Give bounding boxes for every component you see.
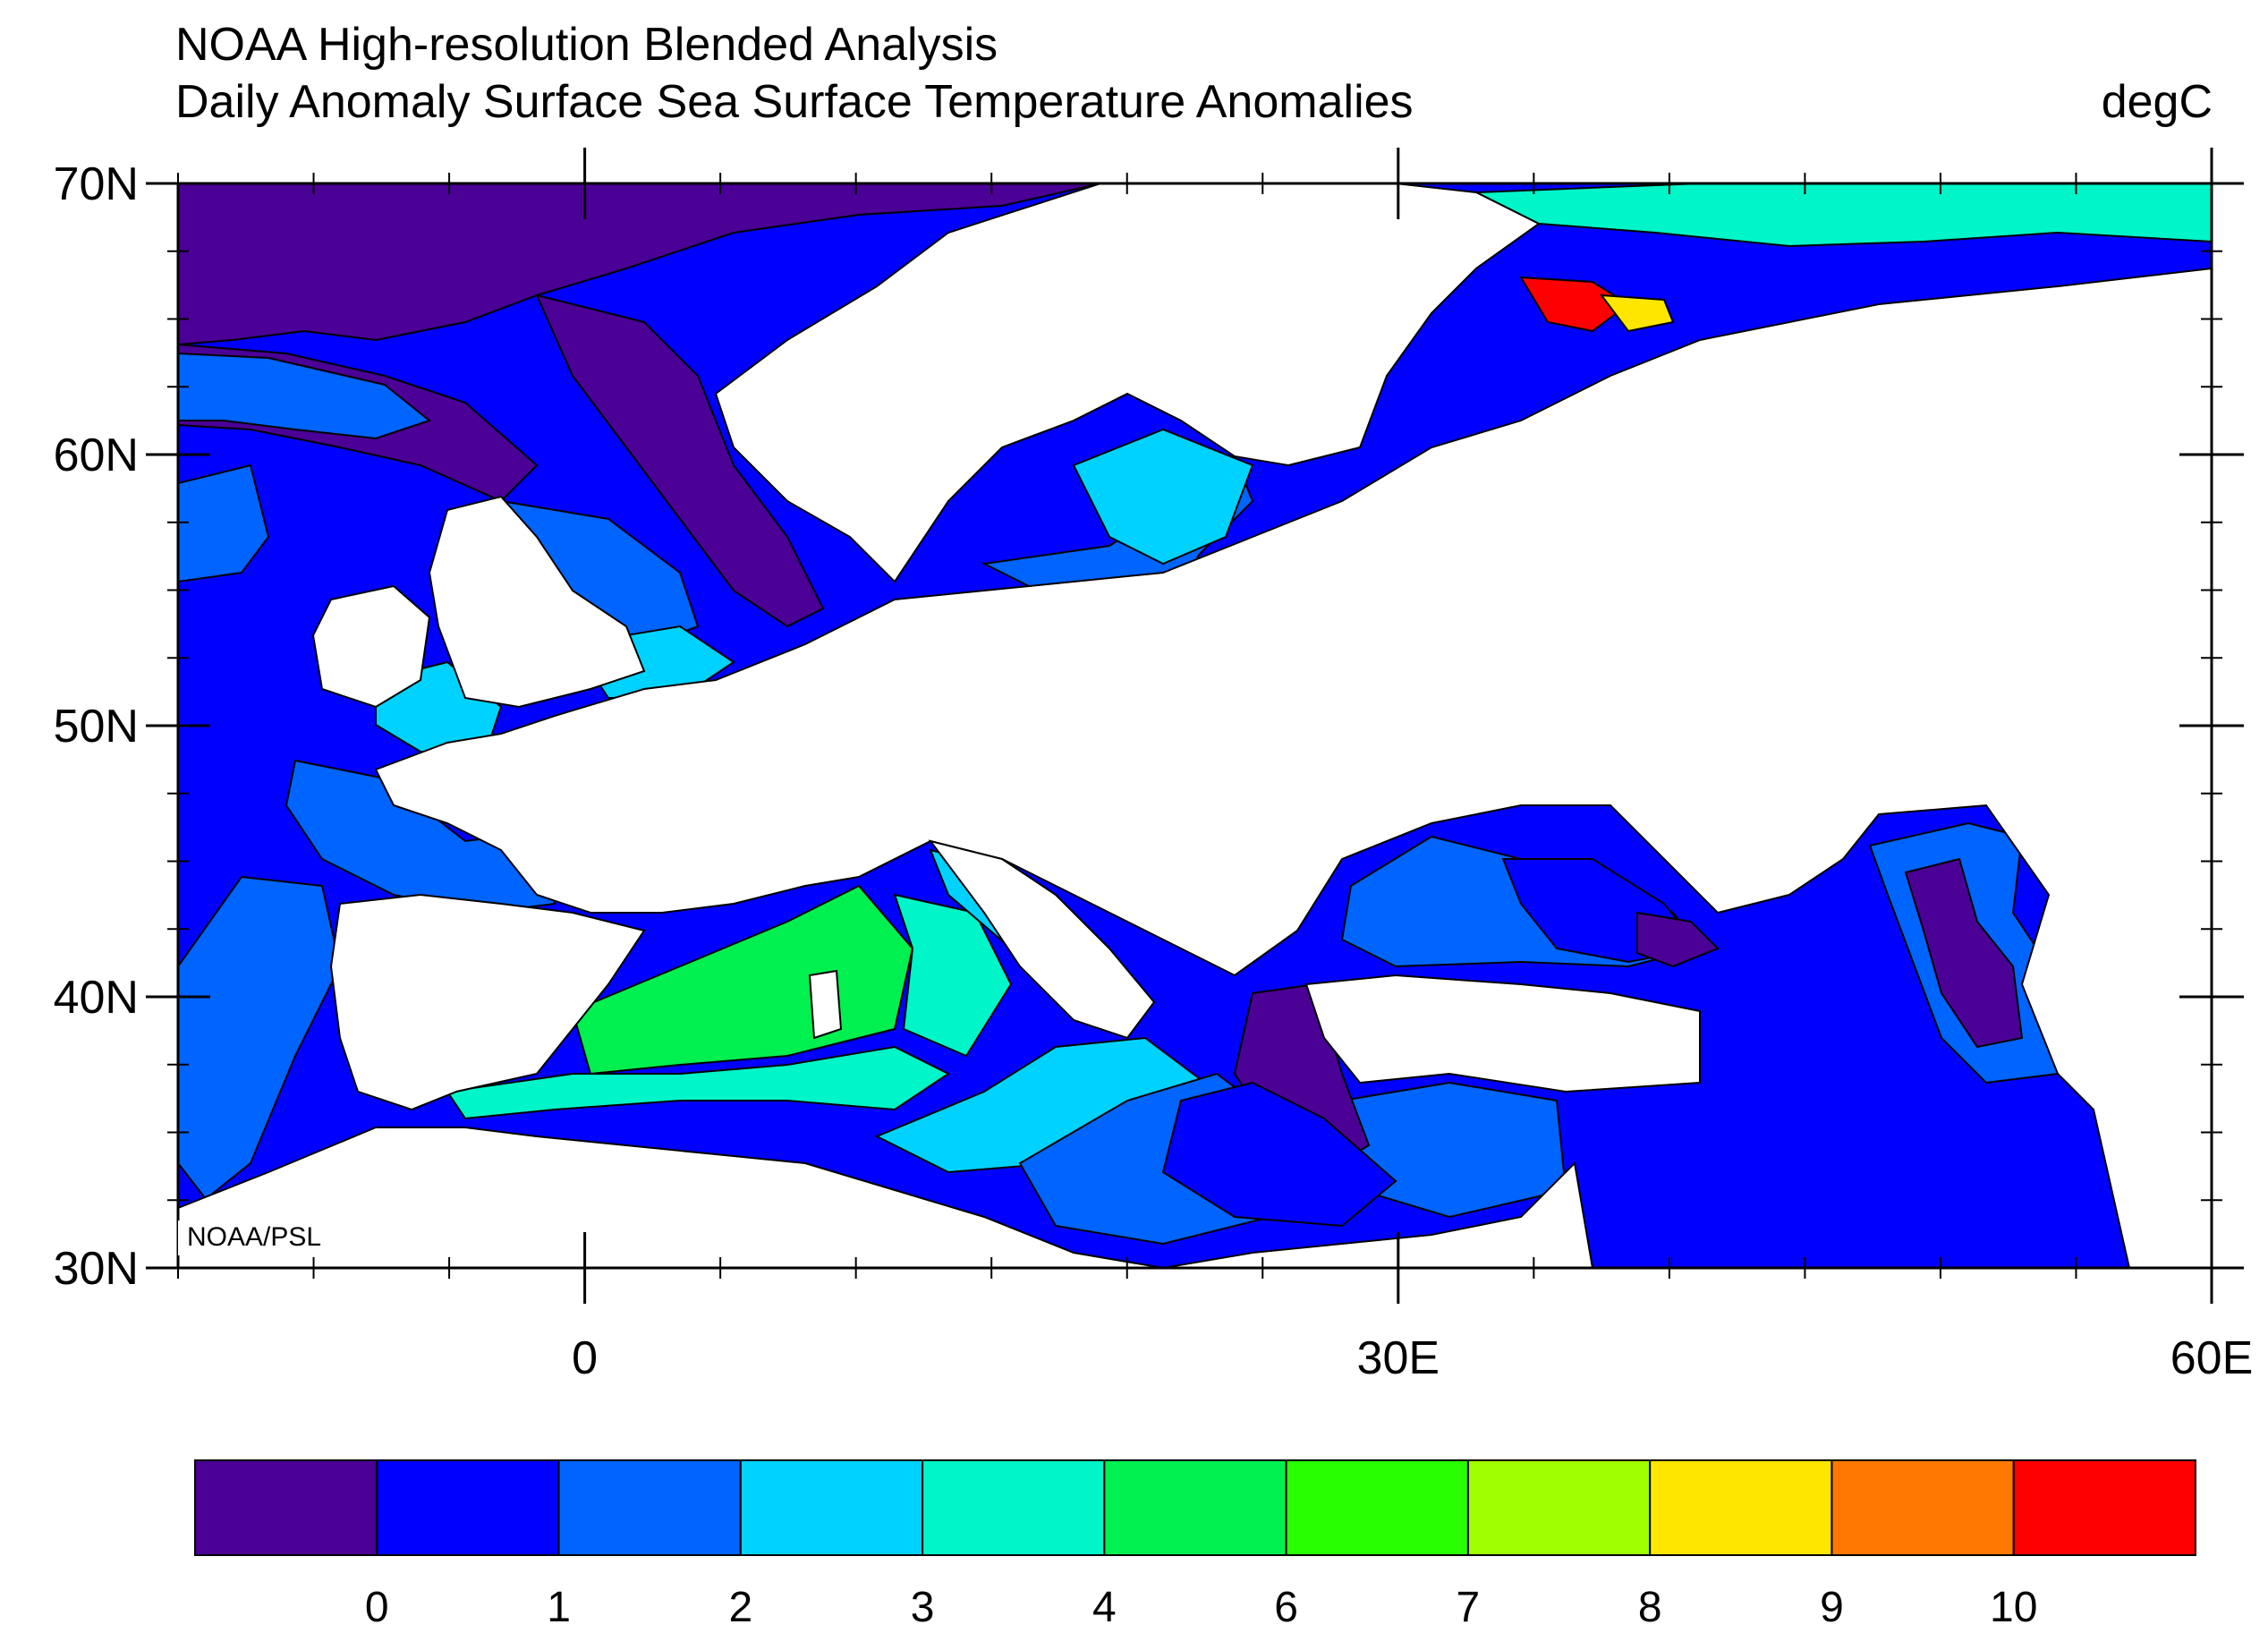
- lat-tick-label: 50N: [54, 701, 139, 753]
- great-britain-land: [428, 495, 646, 709]
- colorbar-swatch: [2012, 1459, 2197, 1556]
- sardinia-land: [808, 969, 843, 1040]
- atlantic-lightblue-margin: [178, 464, 270, 583]
- black-sea-purple: [1636, 911, 1720, 968]
- colorbar-swatch: [1831, 1459, 2015, 1556]
- atlantic-purple-central: [535, 293, 825, 628]
- colorbar-label: 7: [1457, 1584, 1481, 1631]
- colorbar-label: 3: [911, 1584, 935, 1631]
- med-west-teal: [446, 1045, 950, 1120]
- colorbar-swatch: [557, 1459, 742, 1556]
- colorbar-label: 9: [1820, 1584, 1844, 1631]
- lat-tick-label: 70N: [54, 158, 139, 210]
- south-aegean-blue: [1161, 1081, 1397, 1228]
- colorbar: 0 1 2 3 4 6 7 8 9 10: [194, 1459, 2197, 1631]
- map-subtitle: Daily Anomaly Surface Sea Surface Temper…: [175, 76, 1414, 128]
- lon-tick-label: 30E: [1357, 1332, 1440, 1384]
- white-sea-yellow: [1599, 293, 1675, 333]
- iberia-offshore-lightblue: [178, 875, 342, 1201]
- north-africa-land: [177, 1127, 1164, 1269]
- lat-tick-label: 40N: [54, 972, 139, 1024]
- ireland-land: [311, 584, 431, 709]
- anatolia-land: [1304, 974, 1701, 1093]
- colorbar-swatch: [376, 1459, 560, 1556]
- colorbar-label: 1: [547, 1584, 571, 1631]
- colorbar-swatch: [194, 1459, 378, 1556]
- colorbar-label: 8: [1638, 1584, 1662, 1631]
- lon-tick-label: 60E: [2170, 1332, 2254, 1384]
- baltic-cyan: [1072, 428, 1254, 566]
- white-sea-greens: [1475, 183, 2212, 248]
- units-label: degC: [2101, 76, 2213, 128]
- white-sea-red: [1519, 276, 1630, 333]
- levant-africa-land: [1162, 1161, 1594, 1269]
- colorbar-swatch: [1103, 1459, 1287, 1556]
- colorbar-swatch: [1466, 1459, 1652, 1556]
- caspian-purple: [1904, 857, 2024, 1049]
- credit-label: NOAA/PSL: [178, 1220, 331, 1255]
- colorbar-swatch: [1285, 1459, 1469, 1556]
- colorbar-swatch: [739, 1459, 924, 1556]
- colorbar-label: 10: [1990, 1584, 2037, 1631]
- colorbar-label: 4: [1092, 1584, 1117, 1631]
- italy-land: [928, 839, 1156, 1040]
- map-title: NOAA High-resolution Blended Analysis: [175, 19, 998, 71]
- lat-tick-label: 30N: [54, 1243, 139, 1295]
- colorbar-label: 0: [365, 1584, 389, 1631]
- colorbar-swatch: [922, 1459, 1106, 1556]
- colorbar-label: 2: [728, 1584, 752, 1631]
- land-mask: [177, 183, 2213, 1269]
- europe-mainland: [374, 267, 2213, 1269]
- lon-tick-label: 0: [572, 1332, 598, 1384]
- axis-ticks: 70N 60N 50N 40N 30N 0 30E 60E: [54, 148, 2254, 1384]
- scandinavia-land: [714, 183, 1541, 583]
- atlantic-lightblue-west: [178, 352, 432, 440]
- colorbar-label: 6: [1274, 1584, 1298, 1631]
- colorbar-swatch: [1649, 1459, 1833, 1556]
- lat-tick-label: 60N: [54, 430, 139, 481]
- iberia-land: [329, 893, 646, 1111]
